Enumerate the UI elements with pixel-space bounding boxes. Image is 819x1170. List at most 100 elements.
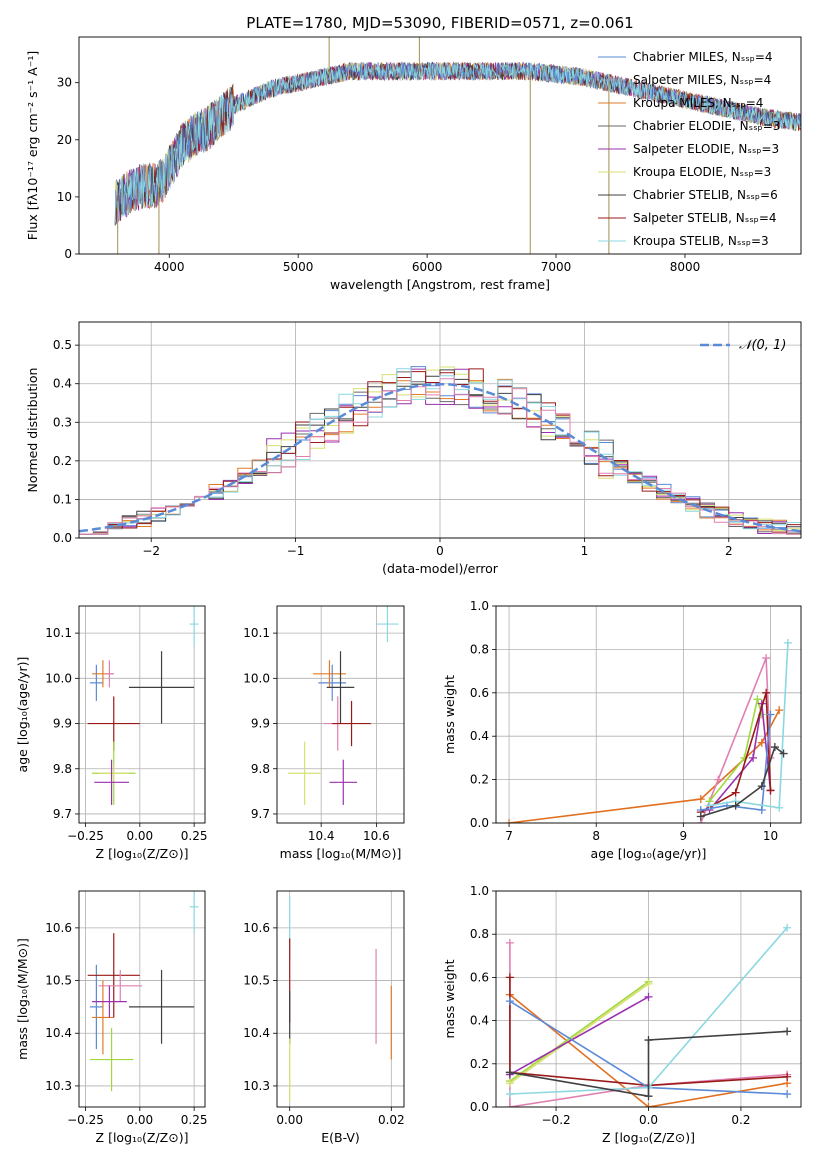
- x-tick-label: 10: [763, 829, 778, 843]
- legend-label: Salpeter STELIB, Nₛₛₚ=4: [633, 211, 777, 225]
- legend-label: Kroupa MILES, Nₛₛₚ=4: [633, 96, 763, 110]
- axes-mass-vs-Z: −0.25 0.00 0.25 10.3 10.4 10.5 10.6 Z [log₁₀(Z/…: [15, 890, 208, 1145]
- y-tick-label: 9.8: [251, 762, 270, 776]
- y-tick-label: 9.8: [53, 762, 72, 776]
- x-tick-label: 10.4: [308, 829, 335, 843]
- weight-point: [696, 812, 705, 821]
- x-tick-label: 4000: [154, 260, 185, 274]
- weight-point: [644, 1092, 653, 1101]
- x-tick-label: 0.25: [181, 1113, 208, 1127]
- axes-age-vs-Z: −0.25 0.00 0.25 9.7 9.8 9.9 10.0 10.1 Z [log₁₀(Z…: [15, 605, 208, 861]
- axes-frame: [495, 890, 802, 1108]
- y-tick-label: 0.2: [470, 773, 489, 787]
- y-tick-label: 10.5: [45, 974, 72, 988]
- y-axis-label: Normed distribution: [25, 368, 40, 493]
- y-tick-label: 0.6: [470, 686, 489, 700]
- x-tick-label: 0.00: [126, 829, 153, 843]
- x-axis-label: Z [log₁₀(Z/Z⊙)]: [602, 1130, 695, 1145]
- y-tick-label: 10.4: [45, 1026, 72, 1040]
- weight-series: [509, 1030, 788, 1098]
- y-tick-label: 9.7: [53, 807, 72, 821]
- x-tick-label: 0.00: [276, 1113, 303, 1127]
- plot-area-mass-weight-vs-Z: [505, 923, 792, 1107]
- y-tick-label: 10.1: [243, 626, 270, 640]
- y-tick-label: 9.7: [251, 807, 270, 821]
- y-tick-label: 10.4: [243, 1026, 270, 1040]
- x-tick-label: 7000: [541, 260, 572, 274]
- y-tick-label: 10.0: [243, 671, 270, 685]
- y-axis-label: Flux [fλ10⁻¹⁷ erg cm⁻² s⁻¹ A⁻¹]: [25, 51, 40, 240]
- axes-frame: [78, 890, 206, 1108]
- y-tick-label: 0.1: [53, 492, 72, 506]
- x-tick-label: 7: [505, 829, 513, 843]
- x-tick-label: 9: [680, 829, 688, 843]
- y-tick-label: 9.9: [251, 717, 270, 731]
- weight-point: [505, 997, 514, 1006]
- axes-mass-vs-ebv: 0.00 0.02 10.3 10.4 10.5 10.6 E(B-V): [243, 890, 405, 1145]
- axes-mass-weight-vs-age: 7 8 9 10 0.0 0.2 0.4 0.6 0.8 1.0 age [log₁₀(age/yr…: [442, 599, 802, 861]
- weight-point: [783, 1072, 792, 1081]
- weight-point: [644, 979, 653, 988]
- y-tick-label: 0.4: [53, 377, 72, 391]
- y-tick-label: 0.4: [470, 729, 489, 743]
- y-tick-label: 0.0: [470, 1100, 489, 1114]
- x-tick-label: 0.00: [126, 1113, 153, 1127]
- legend-label: Chabrier ELODIE, Nₛₛₚ=3: [633, 119, 780, 133]
- axes-mass-weight-vs-Z: −0.2 0.0 0.2 0.0 0.2 0.4 0.6 0.8 1.0 Z [log₁₀(Z/Z…: [442, 884, 802, 1145]
- weight-series: [509, 709, 780, 823]
- weight-point: [757, 738, 766, 747]
- x-axis-label: mass [log₁₀(M/M⊙)]: [280, 846, 402, 861]
- y-tick-label: 0: [64, 247, 72, 261]
- y-tick-label: 10.6: [45, 921, 72, 935]
- weight-point: [749, 753, 758, 762]
- legend-label: Kroupa ELODIE, Nₛₛₚ=3: [633, 165, 771, 179]
- weight-point: [505, 938, 514, 947]
- legend-label: Kroupa STELIB, Nₛₛₚ=3: [633, 234, 769, 248]
- weight-point: [644, 1036, 653, 1045]
- weight-series: [708, 703, 772, 811]
- histogram-series: [79, 378, 801, 535]
- weight-point: [766, 786, 775, 795]
- axes-age-vs-mass: 10.4 10.6 9.7 9.8 9.9 10.0 10.1 mass [log₁₀(M/M…: [243, 605, 405, 861]
- weight-point: [696, 795, 705, 804]
- axes-residuals: −2 −1 0 1 2 0.0 0.1 0.2 0.3 0.4 0.5 𝒩(0, 1) (data-mo…: [25, 321, 802, 576]
- weight-point: [505, 819, 514, 823]
- y-tick-label: 0.0: [470, 816, 489, 830]
- weight-point: [762, 654, 771, 663]
- y-tick-label: 10.3: [243, 1079, 270, 1093]
- plot-area-mass-vs-Z: [87, 891, 199, 1092]
- weight-point: [770, 743, 779, 752]
- x-tick-label: −0.2: [542, 1113, 571, 1127]
- x-tick-label: −0.25: [67, 829, 104, 843]
- x-tick-label: 10.6: [363, 829, 390, 843]
- x-tick-label: 6000: [412, 260, 443, 274]
- y-axis-label: mass [log₁₀(M/M⊙)]: [15, 938, 30, 1060]
- x-axis-label: Z [log₁₀(Z/Z⊙)]: [96, 1130, 189, 1145]
- plot-area-age-vs-mass: [288, 606, 399, 805]
- y-tick-label: 0.6: [470, 970, 489, 984]
- x-tick-label: 0.0: [639, 1113, 658, 1127]
- y-tick-label: 0.0: [53, 531, 72, 545]
- axes-frame: [276, 605, 405, 824]
- plot-area-mass-vs-ebv: [289, 896, 392, 1102]
- weight-series: [709, 642, 789, 809]
- chart-title: PLATE=1780, MJD=53090, FIBERID=0571, z=0…: [246, 14, 633, 32]
- axes-frame: [78, 321, 802, 539]
- x-tick-label: 2: [725, 544, 733, 558]
- weight-point: [505, 973, 514, 982]
- plot-area-residuals: [79, 366, 801, 535]
- x-tick-label: 0.25: [181, 829, 208, 843]
- weight-point: [644, 1103, 653, 1107]
- weight-point: [505, 1103, 514, 1107]
- x-axis-label: wavelength [Angstrom, rest frame]: [330, 277, 550, 292]
- weight-point: [783, 638, 792, 647]
- x-tick-label: 1: [581, 544, 589, 558]
- weight-series: [509, 977, 788, 1087]
- axes-frame: [495, 605, 802, 824]
- weight-point: [714, 775, 723, 784]
- plot-area-spectrum: [114, 37, 801, 254]
- weight-point: [783, 1027, 792, 1036]
- weight-series: [509, 983, 649, 1084]
- x-tick-label: 0.02: [378, 1113, 405, 1127]
- weight-point: [731, 801, 740, 810]
